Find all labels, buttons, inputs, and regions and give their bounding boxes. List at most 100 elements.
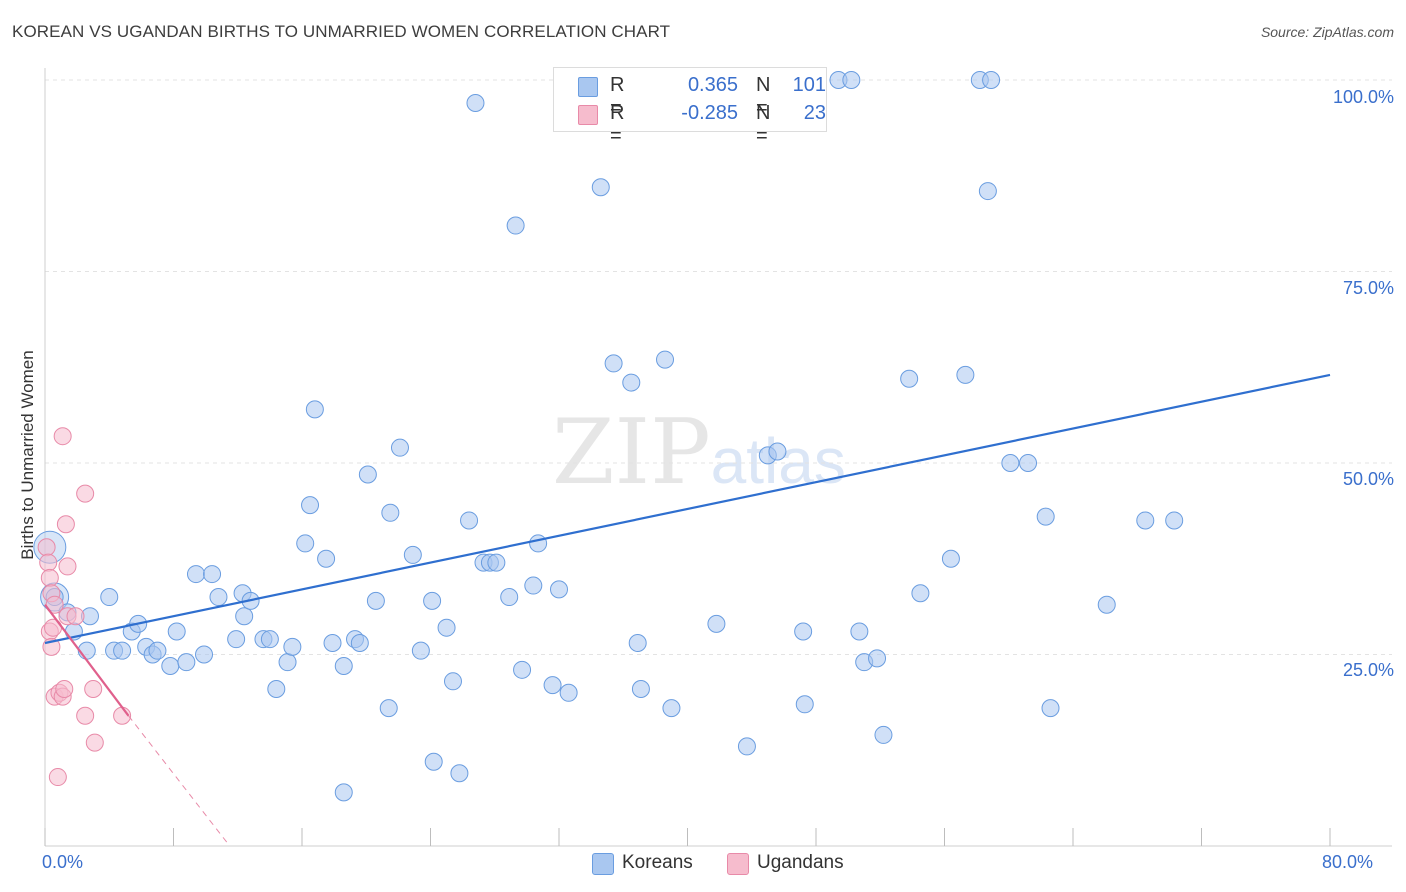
- ugandan-point: [85, 733, 104, 752]
- korean-trend-line: [44, 373, 1331, 645]
- korean-point: [100, 588, 119, 607]
- korean-point: [358, 465, 377, 484]
- korean-point: [209, 588, 228, 607]
- koreans-r-value: 0.365: [687, 74, 738, 96]
- korean-point: [1165, 511, 1184, 530]
- korean-point: [941, 549, 960, 568]
- korean-point: [868, 649, 887, 668]
- korean-point: [350, 634, 369, 653]
- korean-point: [366, 591, 385, 610]
- koreans-r-label: R =: [610, 74, 625, 119]
- korean-point: [506, 216, 525, 235]
- ugandan-point: [53, 427, 72, 446]
- korean-point: [148, 641, 167, 660]
- ugandans-r-value: -0.285: [681, 102, 738, 124]
- korean-point: [283, 637, 302, 656]
- korean-point: [424, 752, 443, 771]
- korean-point: [956, 365, 975, 384]
- y-tick-75: 75.0%: [1342, 278, 1394, 298]
- ugandans-legend-label: Ugandans: [757, 852, 844, 873]
- korean-point: [423, 591, 442, 610]
- watermark-zip: ZIP: [552, 400, 711, 505]
- korean-point: [1036, 507, 1055, 526]
- korean-point: [195, 645, 214, 664]
- korean-point: [604, 354, 623, 373]
- ugandan-point: [66, 607, 85, 626]
- korean-point: [227, 630, 246, 649]
- y-tick-50: 50.0%: [1342, 469, 1394, 489]
- korean-point: [662, 699, 681, 718]
- korean-point: [466, 93, 485, 112]
- korean-point: [443, 672, 462, 691]
- korean-point: [301, 496, 320, 515]
- korean-point: [278, 653, 297, 672]
- korean-point: [1001, 454, 1020, 472]
- x-tick-min: 0.0%: [42, 852, 84, 872]
- korean-point: [842, 71, 861, 89]
- korean-point: [794, 622, 813, 641]
- korean-point: [437, 618, 456, 637]
- source-attribution: Source: ZipAtlas.com: [1260, 24, 1394, 40]
- koreans-legend-swatch: [592, 853, 614, 875]
- korean-point: [390, 438, 409, 457]
- korean-point: [591, 178, 610, 197]
- korean-point: [167, 622, 186, 641]
- korean-point: [235, 607, 254, 626]
- y-axis-label: Births to Unmarried Women: [18, 350, 37, 560]
- ugandans-swatch: [578, 105, 598, 125]
- ugandan-point: [55, 679, 74, 698]
- korean-point: [622, 373, 641, 392]
- korean-point: [450, 764, 469, 783]
- korean-point: [559, 683, 578, 702]
- korean-point: [186, 565, 205, 584]
- korean-point: [707, 614, 726, 633]
- korean-point: [1097, 595, 1116, 614]
- korean-point: [177, 653, 196, 672]
- y-tick-25: 25.0%: [1342, 660, 1394, 680]
- korean-point: [334, 656, 353, 675]
- ugandan-point: [58, 557, 77, 576]
- ugandan-point: [40, 568, 59, 587]
- korean-point: [403, 545, 422, 564]
- ugandan-point: [39, 553, 58, 572]
- korean-point: [323, 634, 342, 653]
- ugandan-trend-line: [44, 604, 130, 717]
- korean-point: [381, 503, 400, 522]
- ugandan-point: [56, 515, 75, 534]
- korean-point: [656, 350, 675, 369]
- korean-point: [203, 565, 222, 584]
- korean-point: [768, 442, 787, 461]
- korean-point: [1041, 699, 1060, 718]
- ugandans-r-label: R =: [610, 102, 625, 147]
- korean-point: [628, 634, 647, 653]
- koreans-n-label: N =: [756, 74, 771, 119]
- korean-point: [1019, 454, 1038, 472]
- chart-title: KOREAN VS UGANDAN BIRTHS TO UNMARRIED WO…: [12, 22, 671, 41]
- ugandan-point: [84, 679, 103, 698]
- ugandan-point: [37, 538, 56, 557]
- korean-point: [260, 630, 279, 649]
- korean-point: [1136, 511, 1155, 530]
- korean-point: [379, 699, 398, 718]
- korean-point: [911, 584, 930, 603]
- korean-point: [296, 534, 315, 553]
- y-tick-100: 100.0%: [1332, 87, 1394, 107]
- korean-point: [305, 400, 324, 419]
- ugandans-n-label: N =: [756, 102, 771, 147]
- korean-point: [978, 182, 997, 201]
- ugandan-point: [76, 706, 95, 725]
- korean-point: [513, 660, 532, 679]
- korean-point: [543, 676, 562, 695]
- korean-point: [631, 679, 650, 698]
- ugandans-legend-swatch: [727, 853, 749, 875]
- korean-point: [113, 641, 132, 660]
- korean-point: [411, 641, 430, 660]
- korean-point: [317, 549, 336, 568]
- korean-point: [161, 656, 180, 675]
- ugandan-point: [76, 484, 95, 503]
- korean-point: [737, 737, 756, 756]
- korean-point: [850, 622, 869, 641]
- koreans-legend-label: Koreans: [622, 852, 693, 873]
- koreans-swatch: [578, 77, 598, 97]
